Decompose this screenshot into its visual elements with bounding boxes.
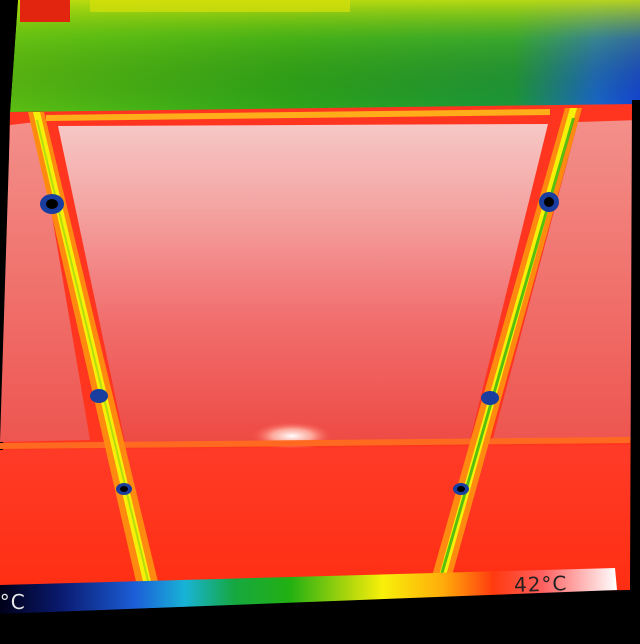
top-hot-spot xyxy=(20,0,70,22)
left-rafter xyxy=(28,112,160,590)
left-panel xyxy=(0,122,90,442)
fasteners xyxy=(40,192,559,495)
scale-min-label: 0°C xyxy=(0,590,26,614)
center-panel xyxy=(58,124,548,442)
scale-max-label: 42°C xyxy=(513,571,568,597)
right-panel xyxy=(492,120,640,442)
right-rafter xyxy=(428,108,582,590)
color-scale-bar xyxy=(0,568,617,614)
